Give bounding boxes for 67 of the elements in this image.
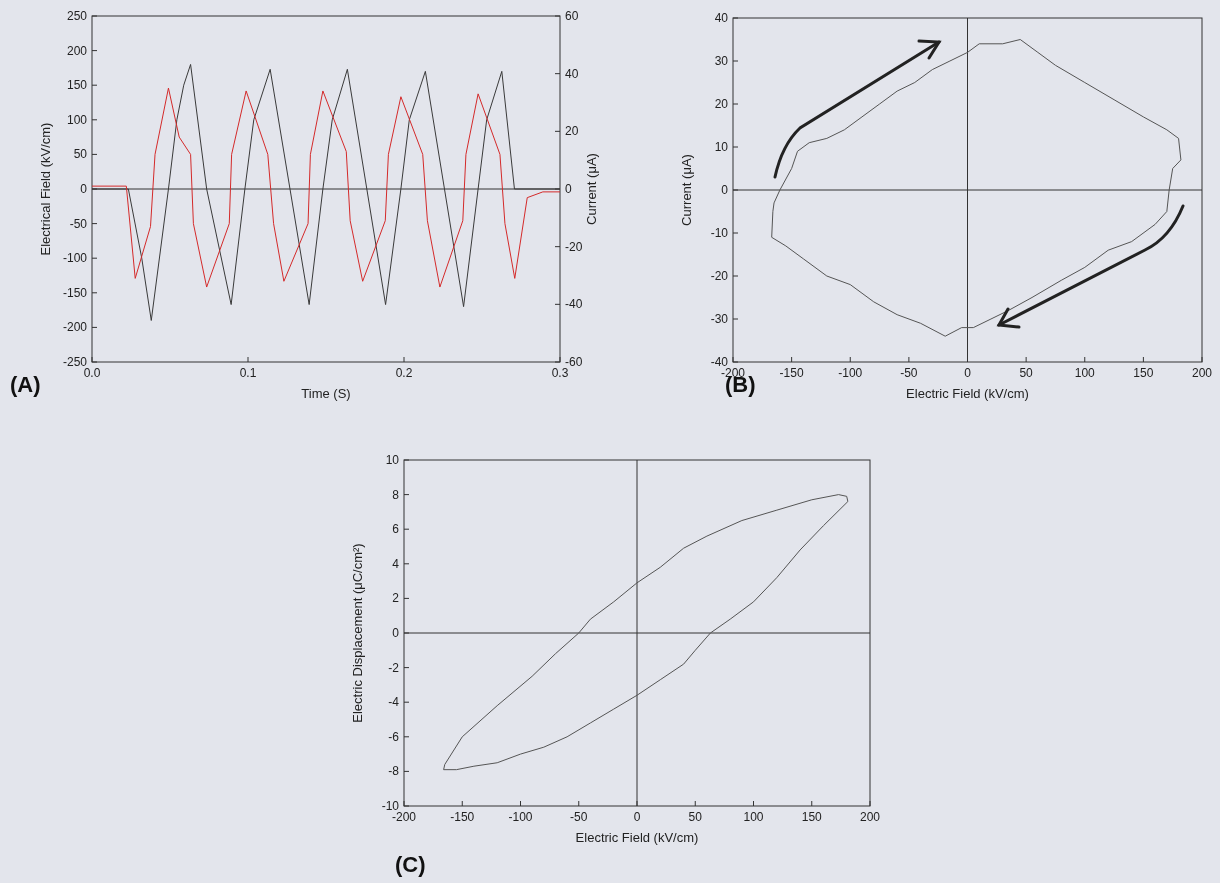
x-tick-label: 50: [1019, 366, 1034, 380]
x-tick-label: 200: [1191, 366, 1213, 380]
y-tick-label: 40: [714, 11, 729, 25]
y-tick-label: 0: [80, 182, 88, 196]
y-tick-label: 100: [66, 112, 88, 127]
y-tick-label: -10: [381, 799, 400, 813]
x-tick-label: -150: [450, 810, 475, 824]
y-tick-label: 30: [714, 54, 729, 68]
y-tick-label: -6: [388, 729, 400, 744]
y2-tick-label: -60: [565, 355, 583, 369]
y-tick-label: -150: [62, 285, 88, 300]
y2-tick-label: 20: [565, 124, 579, 139]
y-tick-label: 250: [66, 9, 88, 23]
y-axis-title: Electrical Field (kV/cm): [38, 122, 53, 256]
x-tick-label: 150: [1133, 366, 1154, 380]
y-tick-label: -4: [388, 695, 400, 710]
y-tick-label: 200: [66, 43, 88, 58]
x-tick-label: 0.0: [83, 366, 101, 380]
y-tick-label: 10: [385, 453, 400, 467]
y-tick-label: -10: [710, 226, 729, 240]
y-tick-label: 20: [714, 97, 729, 111]
x-tick-label: 150: [801, 810, 823, 824]
y-tick-label: 50: [73, 147, 88, 162]
x-tick-label: 0.1: [239, 366, 257, 380]
x-tick-label: 100: [743, 810, 764, 824]
y-tick-label: -250: [62, 355, 88, 369]
y-tick-label: 4: [392, 556, 400, 571]
y2-tick-label: -20: [565, 239, 583, 254]
x-tick-label: 0: [964, 366, 972, 380]
y-tick-label: 10: [714, 140, 729, 154]
y-axis-title: Electric Displacement (μC/cm²): [350, 543, 365, 723]
x-tick-label: -50: [570, 810, 588, 824]
y-tick-label: 8: [392, 487, 400, 502]
y-tick-label: 0: [392, 626, 400, 640]
y2-tick-label: -40: [565, 297, 583, 312]
y-tick-label: -100: [62, 251, 88, 266]
y-tick-label: -200: [62, 320, 88, 335]
x-tick-label: -50: [900, 366, 918, 380]
x-tick-label: 0.2: [395, 366, 413, 380]
y2-tick-label: 60: [565, 9, 579, 23]
y2-axis-title: Current (μA): [584, 153, 599, 225]
text: (C): [395, 852, 426, 877]
y-tick-label: -20: [710, 269, 729, 283]
y-tick-label: -2: [388, 660, 400, 675]
y2-tick-label: 0: [565, 182, 572, 196]
x-tick-label: 200: [859, 810, 881, 824]
x-tick-label: 0.3: [551, 366, 569, 380]
y-tick-label: -30: [710, 312, 729, 326]
x-tick-label: 100: [1074, 366, 1096, 380]
x-axis-title: Time (S): [301, 386, 351, 401]
y2-tick-label: 40: [565, 66, 579, 81]
x-axis-title: Electric Field (kV/cm): [906, 386, 1029, 401]
x-tick-label: -100: [838, 366, 863, 380]
y-tick-label: 6: [392, 522, 400, 537]
y-tick-label: -8: [388, 764, 400, 779]
x-tick-label: 0: [633, 810, 641, 824]
y-tick-label: -50: [69, 216, 88, 231]
x-axis-title: Electric Field (kV/cm): [575, 830, 699, 845]
x-tick-label: 50: [688, 810, 703, 824]
y-tick-label: 150: [66, 78, 88, 93]
x-tick-label: -100: [508, 810, 533, 824]
y-tick-label: -40: [710, 355, 729, 369]
y-axis-title: Current (μA): [679, 154, 694, 226]
x-tick-label: -150: [779, 366, 804, 380]
text: (A): [10, 372, 41, 397]
y-tick-label: 0: [721, 183, 729, 197]
y-tick-label: 2: [392, 591, 400, 606]
